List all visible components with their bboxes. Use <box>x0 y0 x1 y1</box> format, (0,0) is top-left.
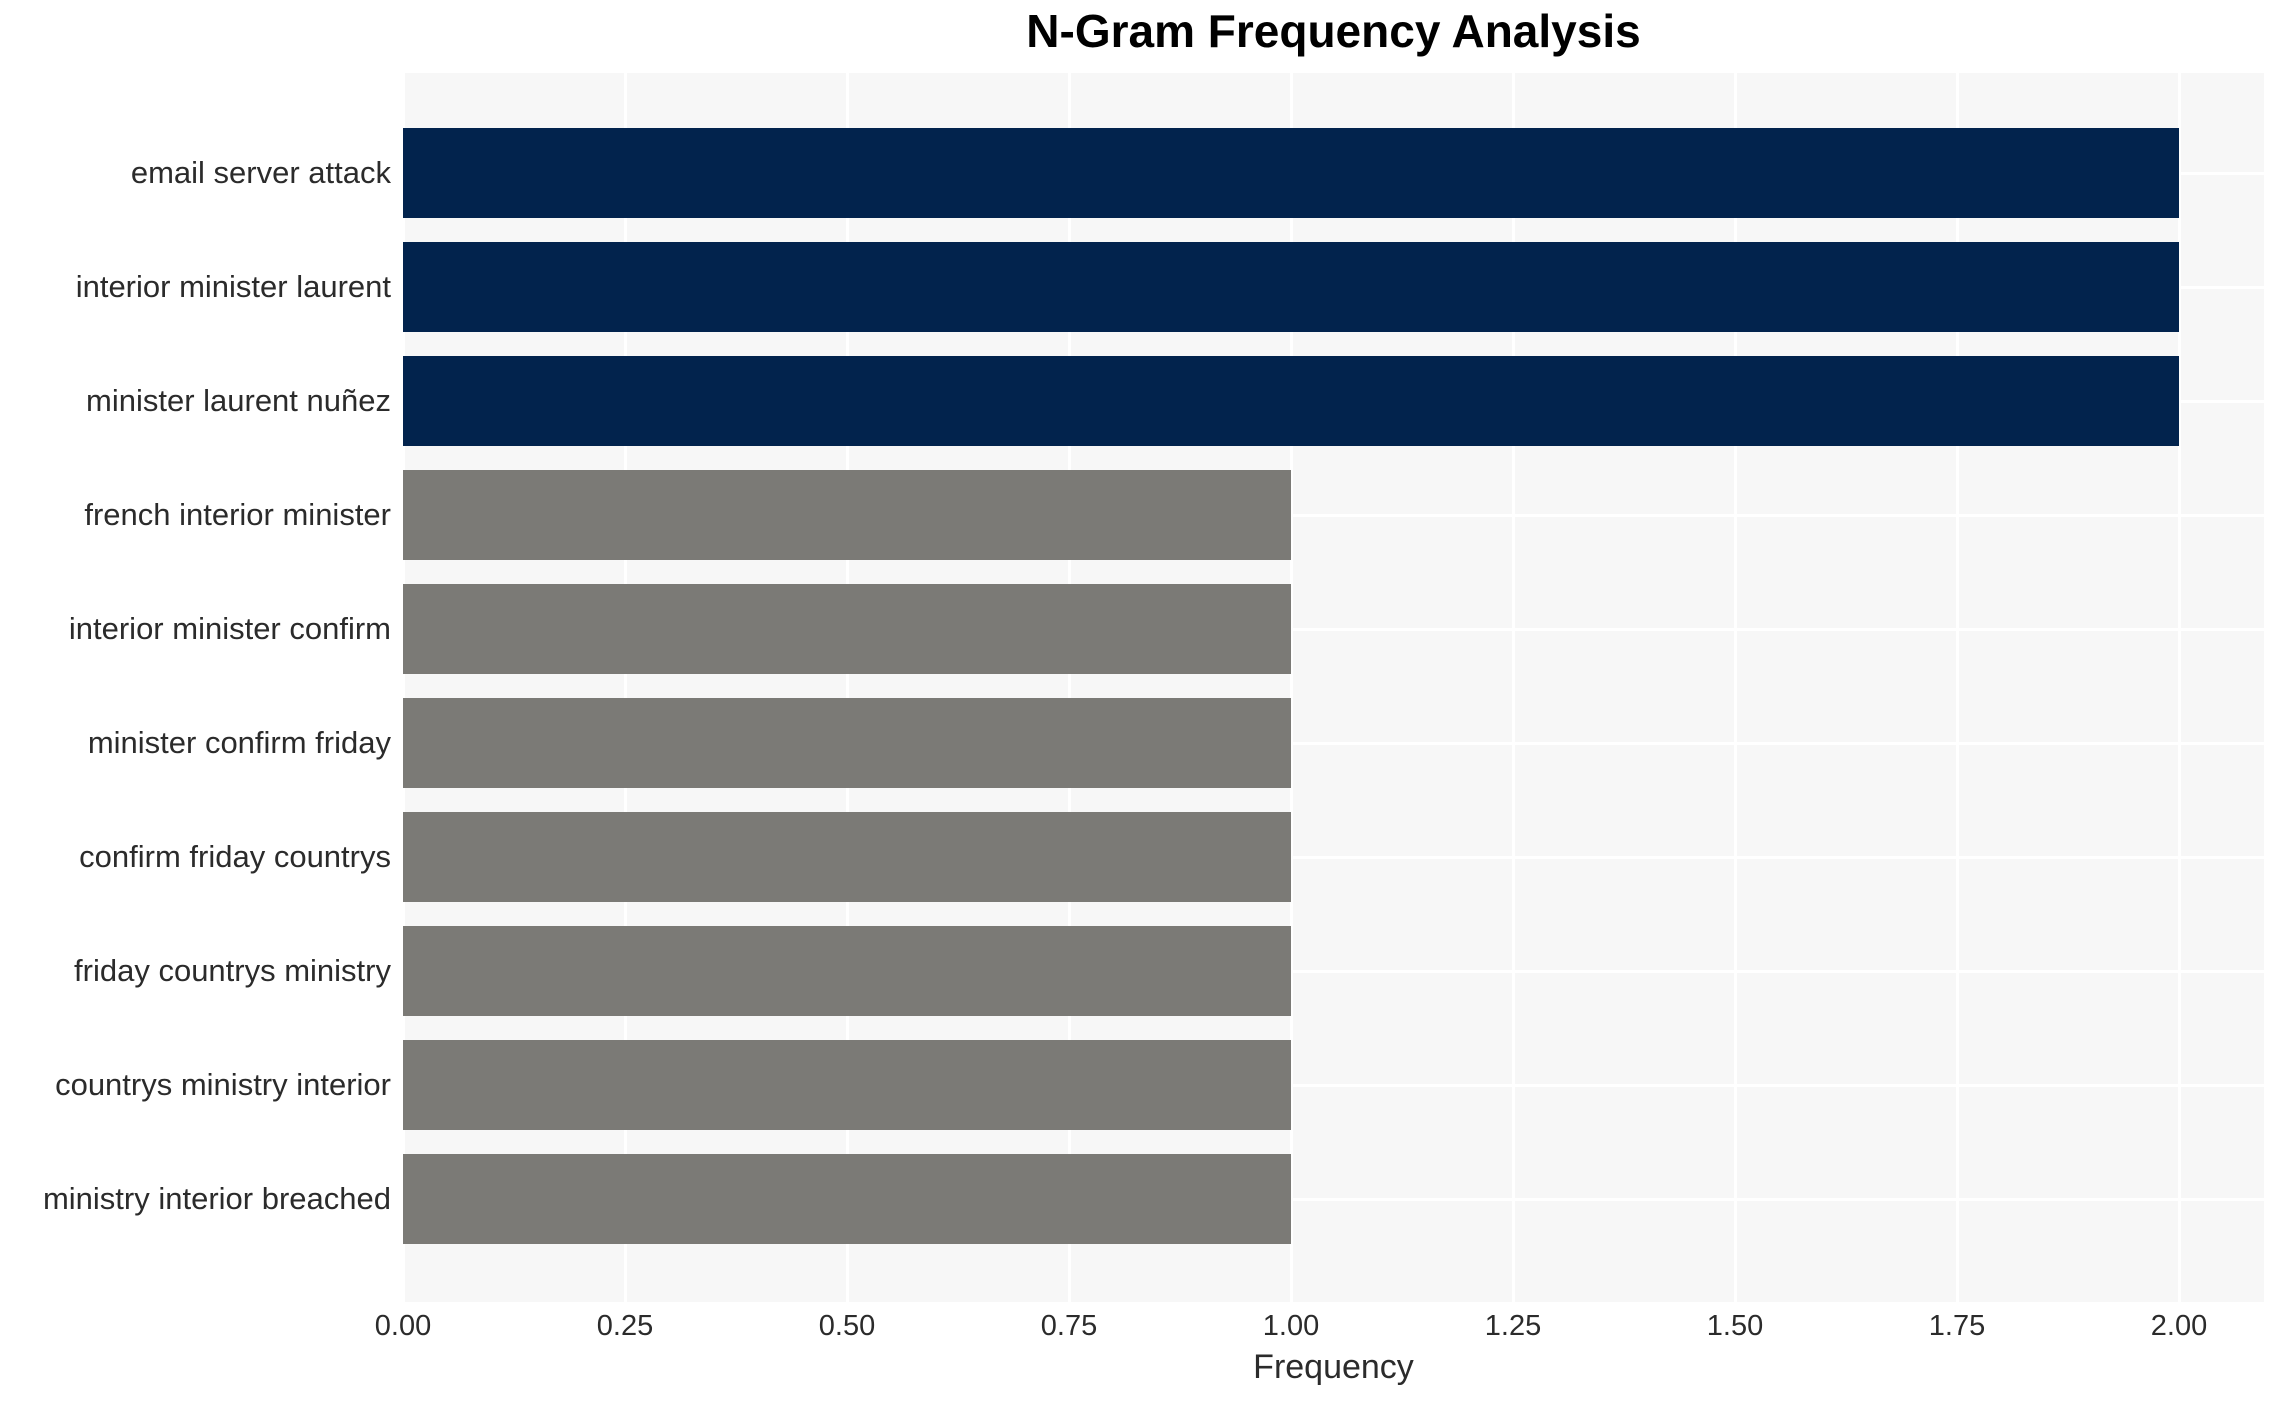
x-tick-label: 1.00 <box>1262 1310 1320 1342</box>
x-gridline <box>1956 73 1959 1302</box>
bar-french-interior-minister <box>403 470 1291 560</box>
y-tick-label: interior minister confirm <box>68 611 391 646</box>
x-axis-title: Frequency <box>1253 1348 1414 1386</box>
x-tick-label: 0.75 <box>1040 1310 1098 1342</box>
y-tick-label: minister laurent nuñez <box>86 383 391 418</box>
y-gridline <box>403 628 2264 631</box>
bar-email-server-attack <box>403 128 2179 218</box>
x-gridline <box>1734 73 1737 1302</box>
y-tick-label: minister confirm friday <box>87 725 391 760</box>
chart-title: N-Gram Frequency Analysis <box>1026 5 1641 57</box>
x-gridline <box>402 73 405 1302</box>
y-gridline <box>403 970 2264 973</box>
plot-area <box>402 73 2264 1302</box>
y-tick-label: ministry interior breached <box>42 1181 391 1216</box>
bar-countrys-ministry-interior <box>403 1040 1291 1130</box>
x-tick-label: 0.00 <box>374 1310 432 1342</box>
bar-confirm-friday-countrys <box>403 812 1291 902</box>
bar-friday-countrys-ministry <box>403 926 1291 1016</box>
bar-interior-minister-confirm <box>403 584 1291 674</box>
x-gridline <box>1290 73 1293 1302</box>
x-tick-label: 2.00 <box>2150 1310 2208 1342</box>
bar-minister-laurent-nuñez <box>403 356 2179 446</box>
y-tick-label: email server attack <box>130 155 391 190</box>
x-tick-label: 1.75 <box>1928 1310 1986 1342</box>
x-gridline <box>2178 73 2181 1302</box>
x-tick-label: 0.25 <box>596 1310 654 1342</box>
y-tick-label: confirm friday countrys <box>79 839 391 874</box>
x-tick-label: 0.50 <box>818 1310 876 1342</box>
x-gridline <box>1068 73 1071 1302</box>
y-gridline <box>403 514 2264 517</box>
bar-minister-confirm-friday <box>403 698 1291 788</box>
y-gridline <box>403 1198 2264 1201</box>
y-axis-category-labels: email server attack interior minister lau… <box>0 73 403 1302</box>
y-gridline <box>403 856 2264 859</box>
bar-ministry-interior-breached <box>403 1154 1291 1244</box>
y-tick-label: countrys ministry interior <box>55 1067 391 1102</box>
y-tick-label: friday countrys ministry <box>74 953 391 988</box>
x-gridline <box>846 73 849 1302</box>
x-tick-label: 1.50 <box>1706 1310 1764 1342</box>
bar-interior-minister-laurent <box>403 242 2179 332</box>
y-gridline <box>403 1084 2264 1087</box>
x-axis-tick-labels: 0.00 0.25 0.50 0.75 1.00 1.25 1.50 1.75 2.00 <box>375 1302 2264 1350</box>
y-gridline <box>403 742 2264 745</box>
y-tick-label: interior minister laurent <box>75 269 391 304</box>
y-tick-label: french interior minister <box>84 497 391 532</box>
x-tick-label: 1.25 <box>1484 1310 1542 1342</box>
x-gridline <box>624 73 627 1302</box>
x-gridline <box>1512 73 1515 1302</box>
